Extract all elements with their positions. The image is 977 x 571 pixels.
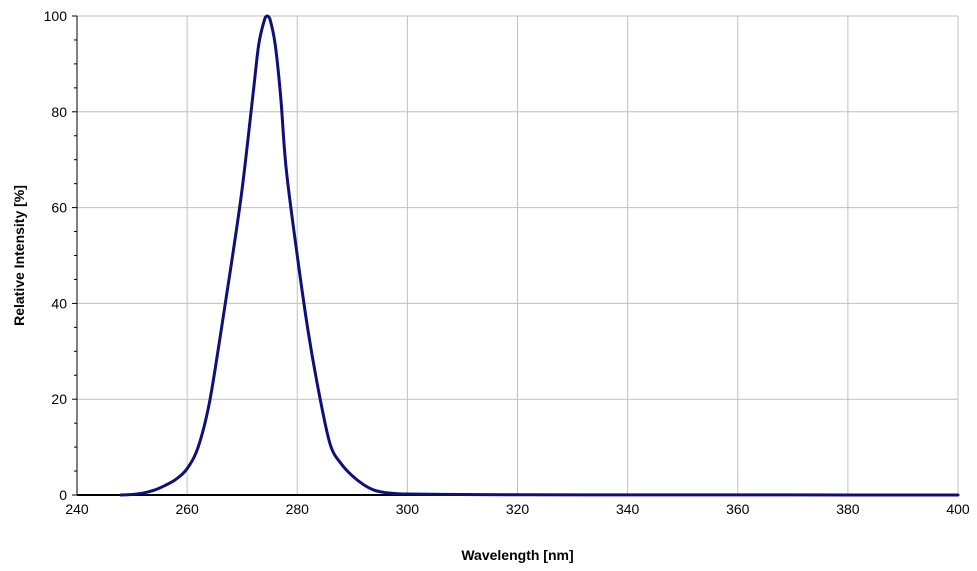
x-tick-labels: 240 260 280 300 320 340 360 380 400 <box>65 501 970 517</box>
x-tick-label: 240 <box>65 501 89 517</box>
y-tick-label: 40 <box>51 295 67 311</box>
y-tick-label: 20 <box>51 391 67 407</box>
x-tick-label: 340 <box>616 501 640 517</box>
x-tick-label: 400 <box>946 501 970 517</box>
y-gridlines <box>77 15 958 400</box>
intensity-series-line <box>119 14 960 497</box>
x-gridlines <box>186 16 959 495</box>
y-tick-label: 0 <box>59 487 67 503</box>
y-axis-title: Relative Intensity [%] <box>11 185 27 326</box>
x-tick-label: 280 <box>286 501 310 517</box>
y-tick-labels: 0 20 40 60 80 100 <box>44 8 68 503</box>
x-tick-label: 260 <box>175 501 199 517</box>
x-tick-label: 320 <box>506 501 530 517</box>
x-tick-label: 380 <box>836 501 860 517</box>
y-minor-ticks <box>72 15 77 496</box>
y-tick-label: 60 <box>51 200 67 216</box>
x-tick-label: 360 <box>726 501 750 517</box>
x-axis-title: Wavelength [nm] <box>461 547 573 563</box>
x-tick-label: 300 <box>396 501 420 517</box>
y-tick-label: 80 <box>51 104 67 120</box>
y-tick-label: 100 <box>44 8 68 24</box>
